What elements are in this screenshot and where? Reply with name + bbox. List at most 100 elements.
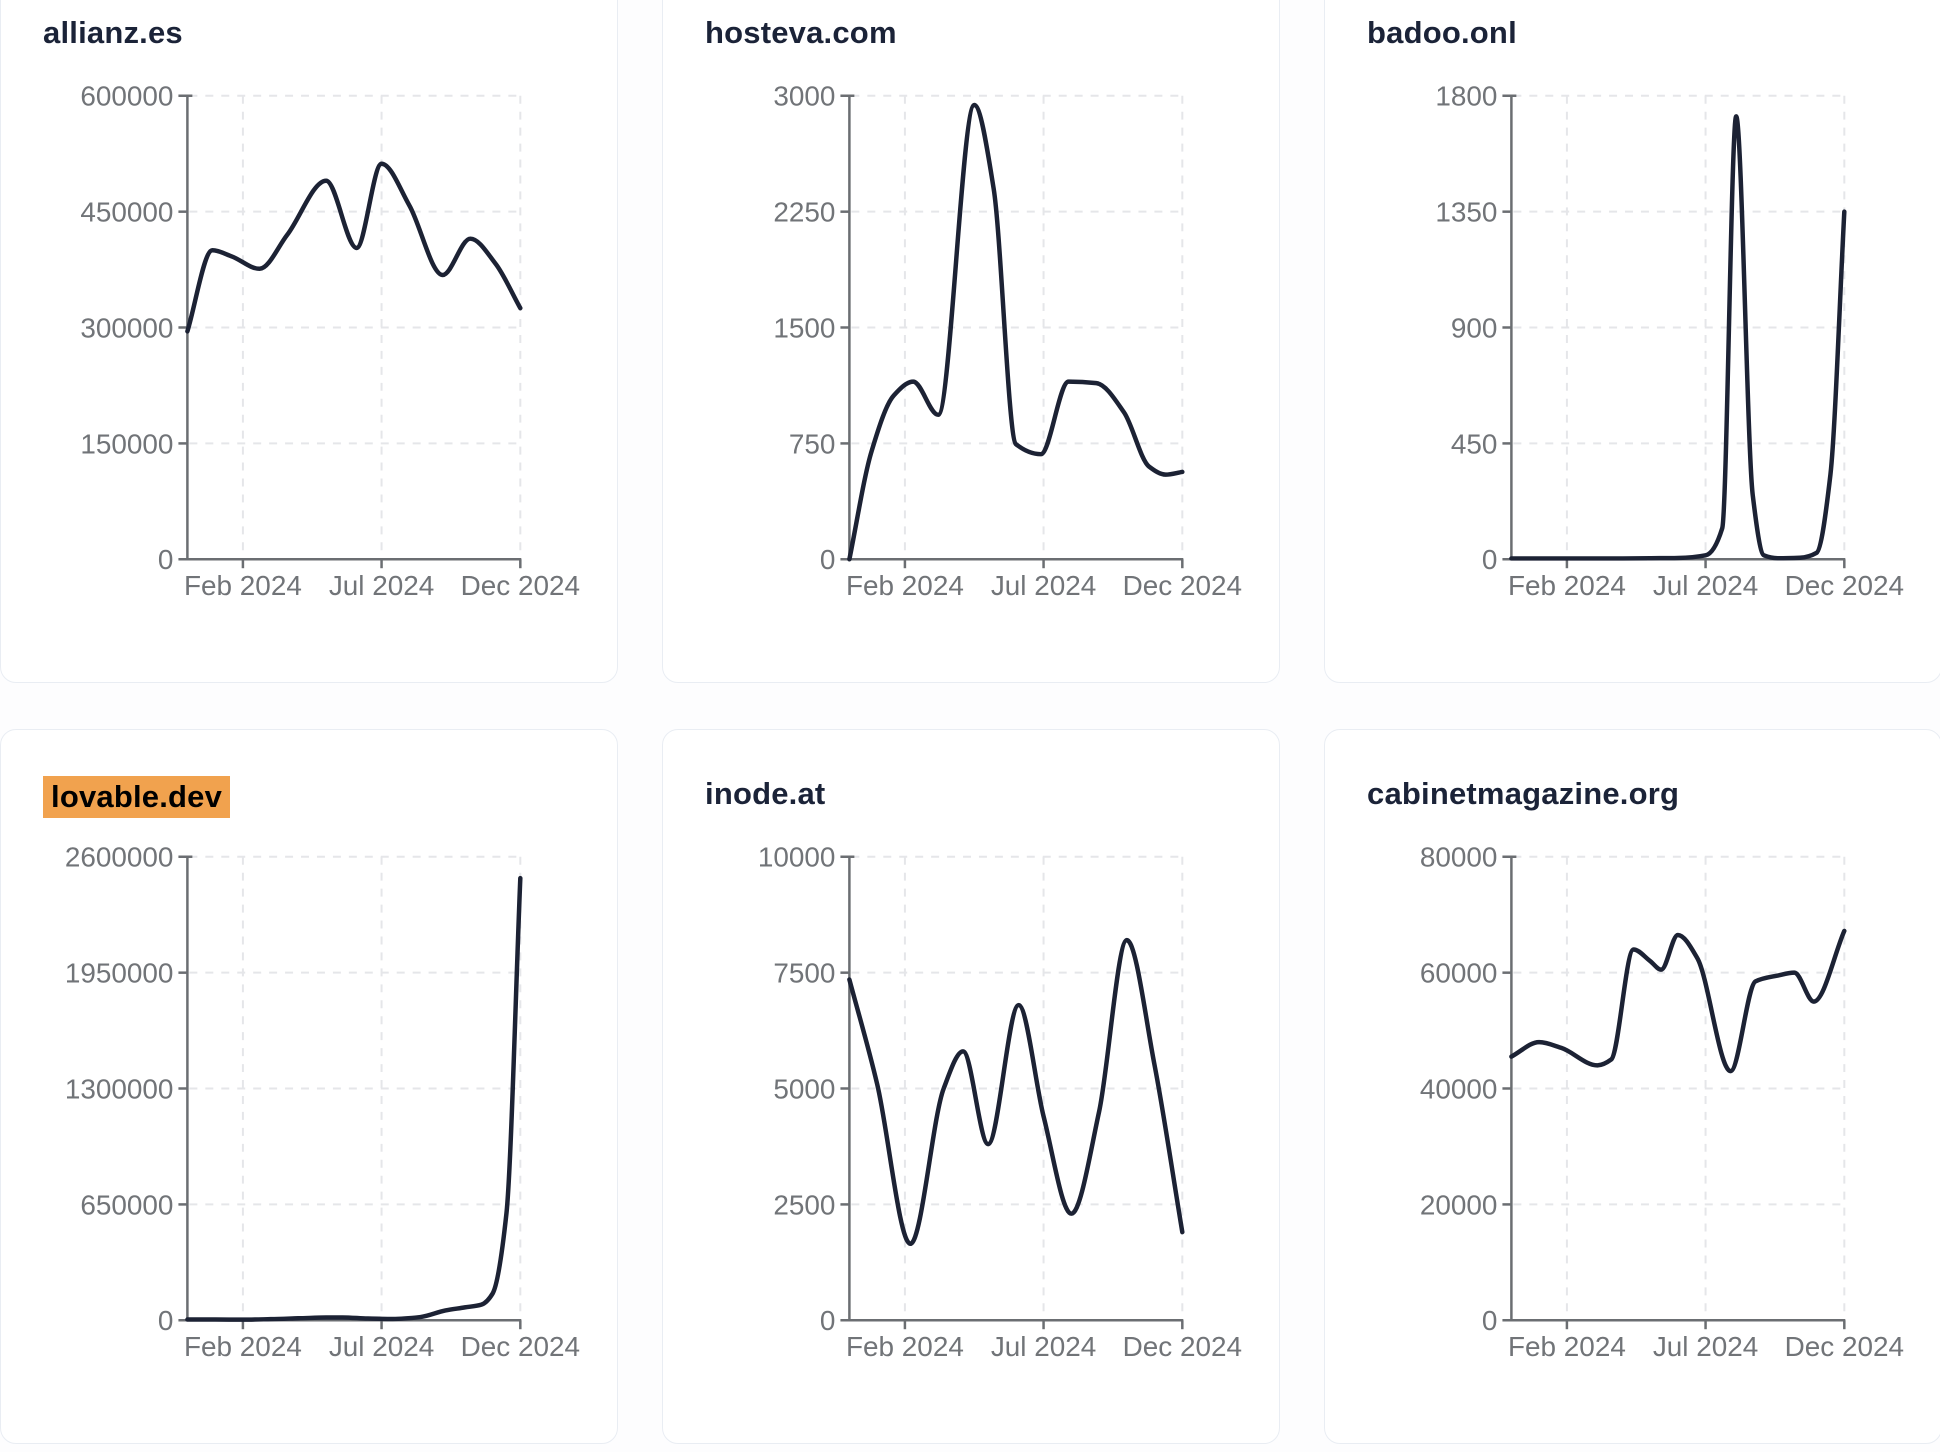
x-tick-label: Dec 2024 [1123,570,1242,601]
x-tick-label: Jul 2024 [991,1331,1096,1362]
y-axis-labels: 0 650000 1300000 1950000 2600000 [65,842,174,1336]
x-axis-labels: Feb 2024 Jul 2024 Dec 2024 [846,1331,1242,1362]
y-tick-label: 80000 [1420,842,1498,873]
x-tick-label: Feb 2024 [184,1331,302,1362]
axes [840,855,1184,1330]
y-tick-label: 0 [1482,544,1498,575]
y-tick-label: 10000 [758,842,836,873]
chart-title-text: inode.at [705,776,826,811]
y-axis-labels: 0 20000 40000 60000 80000 [1420,842,1498,1336]
gridlines [189,855,522,1320]
y-axis-labels: 0 450 900 1350 1800 [1435,81,1497,575]
axes [840,94,1184,569]
y-tick-label: 1800 [1435,81,1497,112]
y-tick-label: 1350 [1435,197,1497,228]
gridlines [1513,855,1846,1320]
y-tick-label: 2500 [773,1189,835,1220]
x-axis-labels: Feb 2024 Jul 2024 Dec 2024 [184,1331,580,1362]
chart-title: allianz.es [43,15,183,51]
gridlines [851,94,1184,559]
y-tick-label: 450000 [80,197,173,228]
x-tick-label: Dec 2024 [1785,570,1904,601]
y-tick-label: 450 [1451,428,1498,459]
y-axis-labels: 0 2500 5000 7500 10000 [758,842,836,1336]
series-line [1509,928,1847,1074]
gridlines [1513,94,1846,559]
y-tick-label: 20000 [1420,1189,1498,1220]
y-tick-label: 900 [1451,312,1498,343]
x-axis-labels: Feb 2024 Jul 2024 Dec 2024 [1508,1331,1904,1362]
y-tick-label: 600000 [80,81,173,112]
chart-card-cabinetmagazine: cabinetmagazine.org 0 20000 40000 60000 8000… [1324,729,1940,1444]
x-tick-label: Jul 2024 [1653,570,1758,601]
x-tick-label: Jul 2024 [1653,1331,1758,1362]
chart-card-inode: inode.at 0 2500 5000 7500 10000 Feb 2024 Jul 2… [662,729,1280,1444]
y-axis-labels: 0 150000 300000 450000 600000 [80,81,173,575]
chart-card-hosteva: hosteva.com 0 750 1500 2250 3000 Feb 2024 Jul … [662,0,1280,683]
x-tick-label: Dec 2024 [1785,1331,1904,1362]
y-tick-label: 1500 [773,312,835,343]
x-tick-label: Feb 2024 [846,570,964,601]
line-chart: 0 650000 1300000 1950000 2600000 Feb 2024 Jul … [65,842,580,1362]
y-tick-label: 5000 [773,1073,835,1104]
line-chart: 0 20000 40000 60000 80000 Feb 2024 Jul 2024 Dec… [1420,842,1904,1362]
chart-title-text: allianz.es [43,15,183,50]
y-axis-labels: 0 750 1500 2250 3000 [773,81,835,575]
chart-card-badoo: badoo.onl 0 450 900 1350 1800 Feb 2024 Jul 202… [1324,0,1940,683]
y-tick-label: 300000 [80,312,173,343]
series-line [185,161,523,334]
y-tick-label: 0 [158,544,174,575]
chart-title: badoo.onl [1367,15,1517,51]
x-tick-label: Feb 2024 [846,1331,964,1362]
x-tick-label: Feb 2024 [1508,570,1626,601]
y-tick-label: 650000 [80,1189,173,1220]
x-axis-labels: Feb 2024 Jul 2024 Dec 2024 [1508,570,1904,601]
y-tick-label: 2250 [773,197,835,228]
series-line [847,102,1185,562]
chart-title: inode.at [705,776,825,812]
y-tick-label: 0 [158,1305,174,1336]
y-tick-label: 0 [820,544,836,575]
y-tick-label: 40000 [1420,1073,1498,1104]
line-chart: 0 750 1500 2250 3000 Feb 2024 Jul 2024 Dec 2024 [773,81,1242,601]
x-axis-labels: Feb 2024 Jul 2024 Dec 2024 [846,570,1242,601]
gridlines [851,855,1184,1320]
x-tick-label: Jul 2024 [991,570,1096,601]
axes [178,94,522,569]
axes [178,855,522,1330]
line-chart: 0 450 900 1350 1800 Feb 2024 Jul 2024 Dec 2024 [1435,81,1904,601]
x-tick-label: Dec 2024 [1123,1331,1242,1362]
chart-title-text: lovable.dev [43,776,231,818]
y-tick-label: 150000 [80,428,173,459]
y-tick-label: 1950000 [65,958,174,989]
series-line [1509,114,1847,561]
chart-title-text: hosteva.com [705,15,897,50]
y-tick-label: 0 [820,1305,836,1336]
x-tick-label: Jul 2024 [329,1331,434,1362]
axes [1502,94,1846,569]
line-chart: 0 2500 5000 7500 10000 Feb 2024 Jul 2024 Dec 20… [758,842,1242,1362]
y-tick-label: 1300000 [65,1073,174,1104]
y-tick-label: 60000 [1420,958,1498,989]
y-tick-label: 3000 [773,81,835,112]
axes [1502,855,1846,1330]
x-tick-label: Feb 2024 [1508,1331,1626,1362]
chart-card-lovable: lovable.dev 0 650000 1300000 1950000 2600000… [0,729,618,1444]
chart-title: cabinetmagazine.org [1367,776,1679,812]
y-tick-label: 2600000 [65,842,174,873]
chart-title: hosteva.com [705,15,897,51]
x-tick-label: Jul 2024 [329,570,434,601]
line-chart: 0 150000 300000 450000 600000 Feb 2024 Jul 202… [80,81,580,601]
x-tick-label: Dec 2024 [461,570,580,601]
y-tick-label: 7500 [773,958,835,989]
gridlines [189,94,522,559]
y-tick-label: 750 [789,428,836,459]
chart-card-allianz: allianz.es 0 150000 300000 450000 600000 Feb … [0,0,618,683]
chart-title-text: badoo.onl [1367,15,1517,50]
series-line [847,937,1185,1247]
x-tick-label: Dec 2024 [461,1331,580,1362]
y-tick-label: 0 [1482,1305,1498,1336]
x-axis-labels: Feb 2024 Jul 2024 Dec 2024 [184,570,580,601]
chart-title: lovable.dev [43,776,231,818]
